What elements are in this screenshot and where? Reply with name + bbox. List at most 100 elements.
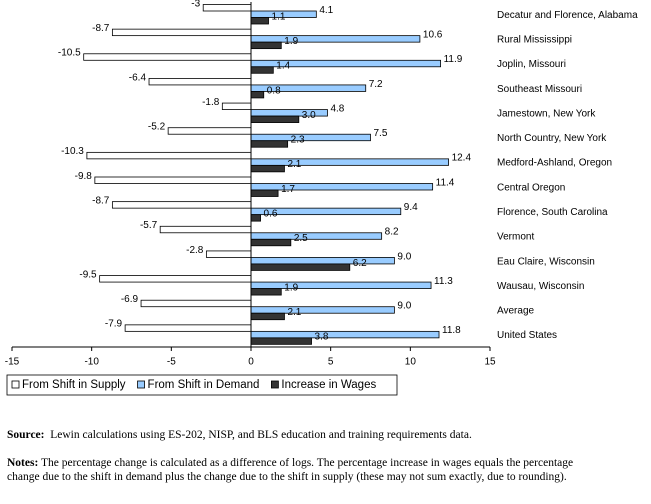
bar	[250, 66, 274, 74]
legend-swatch	[271, 380, 279, 389]
bar	[250, 263, 351, 271]
value-label: -10.5	[58, 48, 81, 59]
value-label: 11.3	[434, 276, 453, 287]
value-label: 2.5	[294, 233, 308, 244]
bar	[250, 158, 449, 166]
bar	[167, 127, 252, 135]
category-label: Florence, South Carolina	[497, 207, 608, 218]
bar	[250, 337, 312, 345]
bar	[94, 176, 252, 184]
value-label: -8.7	[92, 196, 110, 207]
category-label: Average	[497, 306, 535, 317]
value-label: 2.1	[287, 159, 301, 170]
value-label: -9.5	[79, 269, 97, 280]
category-label: Rural Mississippi	[497, 35, 572, 46]
bar	[205, 250, 252, 258]
value-label: 4.8	[330, 103, 344, 114]
source-text: Lewin calculations using ES-202, NISP, a…	[50, 429, 472, 441]
bar	[111, 28, 252, 37]
bar	[250, 214, 261, 222]
value-label: 10.6	[423, 30, 443, 41]
source-label: Source:	[7, 429, 45, 441]
bar	[86, 151, 252, 160]
category-label: Wausau, Wisconsin	[497, 281, 584, 292]
category-label: United States	[497, 330, 557, 341]
value-label: 0.6	[264, 209, 278, 220]
value-label: 11.4	[436, 177, 455, 188]
category-label: Decatur and Florence, Alabama	[497, 10, 638, 21]
value-label: 0.8	[267, 85, 281, 96]
value-label: -5.7	[140, 220, 158, 231]
bar	[250, 17, 269, 25]
value-label: -6.4	[129, 72, 147, 83]
legend-box	[6, 374, 398, 396]
bar	[250, 330, 440, 339]
bar	[250, 140, 289, 148]
x-tick-label: -10	[84, 357, 99, 368]
value-label: 2.3	[291, 135, 305, 146]
value-label: 2.1	[287, 307, 301, 318]
bar	[250, 281, 432, 289]
bar	[250, 91, 265, 99]
bar	[250, 41, 282, 50]
value-label: 3.0	[302, 110, 316, 121]
x-tick-label: 15	[484, 357, 496, 368]
bar	[202, 4, 252, 12]
value-label: -10.3	[61, 146, 84, 157]
bar	[99, 275, 252, 283]
bar	[221, 102, 252, 110]
value-label: -5.2	[148, 122, 166, 133]
value-label: -3	[191, 0, 200, 9]
bar	[250, 164, 285, 173]
bar	[250, 312, 285, 321]
value-label: -8.7	[92, 23, 110, 34]
value-label: -6.9	[121, 294, 139, 305]
bar	[250, 183, 434, 191]
category-label: Eau Claire, Wisconsin	[497, 256, 595, 267]
bar	[148, 78, 252, 86]
value-label: 4.1	[319, 5, 333, 16]
legend-swatch	[137, 380, 145, 389]
value-label: 12.4	[452, 153, 472, 164]
value-label: 1.1	[272, 11, 286, 22]
value-label: 1.4	[276, 61, 290, 72]
category-label: Joplin, Missouri	[497, 59, 566, 70]
value-label: -9.8	[75, 171, 93, 182]
category-label: Central Oregon	[497, 182, 565, 193]
source-note: Source: Lewin calculations using ES-202,…	[7, 428, 607, 442]
bar	[250, 257, 395, 265]
x-tick-label: 0	[248, 357, 254, 368]
value-label: 11.8	[442, 325, 461, 336]
value-label: 1.7	[281, 184, 295, 195]
value-label: -7.9	[105, 319, 123, 330]
bar	[140, 299, 252, 308]
x-tick-label: -5	[167, 357, 176, 368]
value-label: 7.2	[369, 79, 383, 90]
category-label: Jamestown, New York	[497, 108, 596, 119]
bar	[250, 35, 421, 43]
value-label: 7.5	[374, 128, 388, 139]
bar	[250, 238, 292, 247]
category-label: North Country, New York	[497, 133, 607, 144]
legend-label: From Shift in Supply	[22, 379, 126, 391]
legend-label: Increase in Wages	[281, 379, 376, 391]
notes-label: Notes:	[7, 457, 39, 469]
value-label: -1.8	[202, 97, 220, 108]
legend-swatch	[11, 380, 20, 389]
chart: -3 4.1 1.1 Decatur and Florence, Alabama -8.…	[5, 0, 638, 396]
bar	[250, 115, 300, 123]
bar	[83, 53, 252, 61]
bar	[250, 288, 282, 296]
bar	[159, 225, 252, 234]
bar	[250, 109, 328, 117]
value-label: 3.8	[315, 332, 329, 343]
value-label: 9.0	[397, 251, 411, 262]
value-label: 11.9	[444, 54, 463, 65]
value-label: -2.8	[186, 245, 204, 256]
bar	[250, 232, 383, 240]
value-label: 9.0	[397, 301, 411, 312]
legend-label: From Shift in Demand	[148, 379, 260, 391]
value-label: 9.4	[404, 202, 418, 213]
bar	[124, 324, 252, 332]
